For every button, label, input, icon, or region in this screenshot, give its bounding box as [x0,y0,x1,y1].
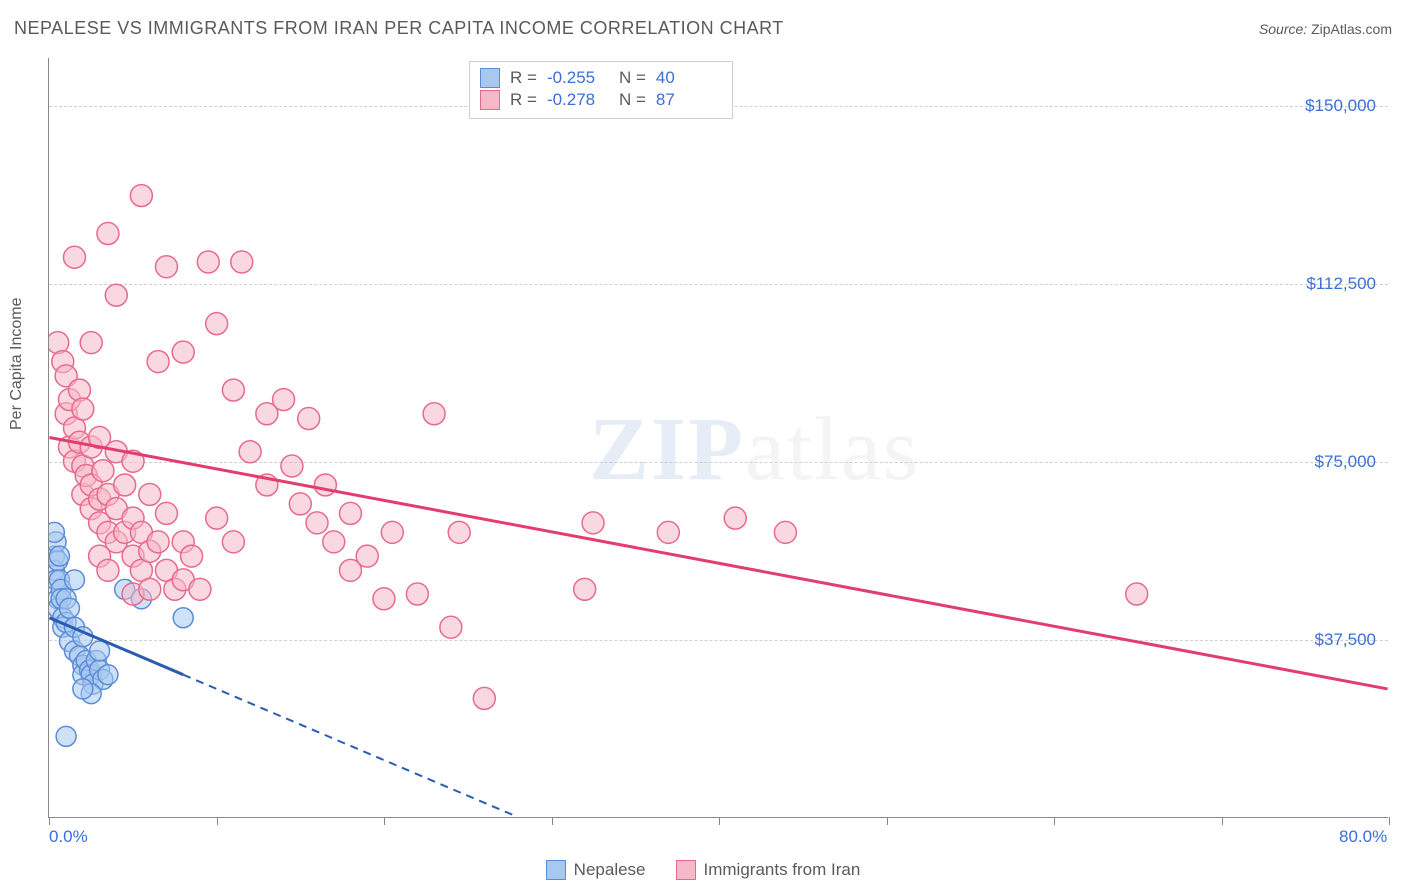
data-point [147,531,169,553]
data-point [69,379,91,401]
source-credit: Source: ZipAtlas.com [1259,21,1392,37]
data-point [657,521,679,543]
data-point [373,588,395,610]
data-point [774,521,796,543]
data-point [239,441,261,463]
stats-row: R = -0.278 N = 87 [480,90,718,110]
data-point [155,256,177,278]
data-point [130,185,152,207]
legend-label: Immigrants from Iran [704,860,861,880]
data-point [306,512,328,534]
data-point [289,493,311,515]
data-point [339,502,361,524]
legend-label: Nepalese [574,860,646,880]
data-point [406,583,428,605]
swatch-icon [676,860,696,880]
data-point [147,351,169,373]
data-point [356,545,378,567]
bottom-legend: Nepalese Immigrants from Iran [0,860,1406,880]
swatch-icon [480,68,500,88]
x-tick-label: 0.0% [49,827,88,847]
data-point [582,512,604,534]
data-point [298,408,320,430]
data-point [80,332,102,354]
x-tick [1389,817,1390,825]
data-point [72,398,94,420]
data-point [273,389,295,411]
data-point [172,341,194,363]
swatch-icon [546,860,566,880]
data-point [155,502,177,524]
data-point [1126,583,1148,605]
title-bar: NEPALESE VS IMMIGRANTS FROM IRAN PER CAP… [14,18,1392,39]
n-value: 87 [656,90,718,110]
data-point [440,616,462,638]
trend-line [49,438,1387,689]
data-point [323,531,345,553]
data-point [281,455,303,477]
data-point [63,246,85,268]
data-point [59,598,79,618]
x-tick [217,817,218,825]
data-point [114,474,136,496]
r-label: R = [510,68,537,88]
x-tick [552,817,553,825]
data-point [90,641,110,661]
data-point [98,665,118,685]
source-value: ZipAtlas.com [1311,21,1392,37]
x-tick [49,817,50,825]
data-point [222,531,244,553]
x-tick [887,817,888,825]
data-point [206,313,228,335]
trend-line-dashed [183,675,518,817]
data-point [97,223,119,245]
r-value: -0.255 [547,68,609,88]
data-point [231,251,253,273]
data-point [97,559,119,581]
data-point [314,474,336,496]
data-point [423,403,445,425]
y-axis-label: Per Capita Income [8,297,26,430]
data-point [139,483,161,505]
r-value: -0.278 [547,90,609,110]
plot-area: ZIPatlas R = -0.255 N = 40 R = -0.278 N … [48,58,1388,818]
data-point [64,570,84,590]
legend-item: Immigrants from Iran [676,860,861,880]
data-point [56,726,76,746]
data-point [574,578,596,600]
scatter-svg [49,58,1388,817]
x-tick [1222,817,1223,825]
n-value: 40 [656,68,718,88]
data-point [49,522,64,542]
data-point [473,687,495,709]
data-point [105,284,127,306]
chart-title: NEPALESE VS IMMIGRANTS FROM IRAN PER CAP… [14,18,784,39]
stats-box: R = -0.255 N = 40 R = -0.278 N = 87 [469,61,733,119]
data-point [222,379,244,401]
data-point [139,578,161,600]
data-point [448,521,470,543]
data-point [206,507,228,529]
x-tick [384,817,385,825]
data-point [181,545,203,567]
n-label: N = [619,90,646,110]
data-point [381,521,403,543]
x-tick [1054,817,1055,825]
data-point [197,251,219,273]
data-point [173,608,193,628]
x-tick [719,817,720,825]
data-point [724,507,746,529]
r-label: R = [510,90,537,110]
data-point [92,460,114,482]
stats-row: R = -0.255 N = 40 [480,68,718,88]
legend-item: Nepalese [546,860,646,880]
x-tick-label: 80.0% [1339,827,1387,847]
data-point [73,679,93,699]
n-label: N = [619,68,646,88]
source-label: Source: [1259,21,1307,37]
data-point [49,546,69,566]
swatch-icon [480,90,500,110]
data-point [189,578,211,600]
